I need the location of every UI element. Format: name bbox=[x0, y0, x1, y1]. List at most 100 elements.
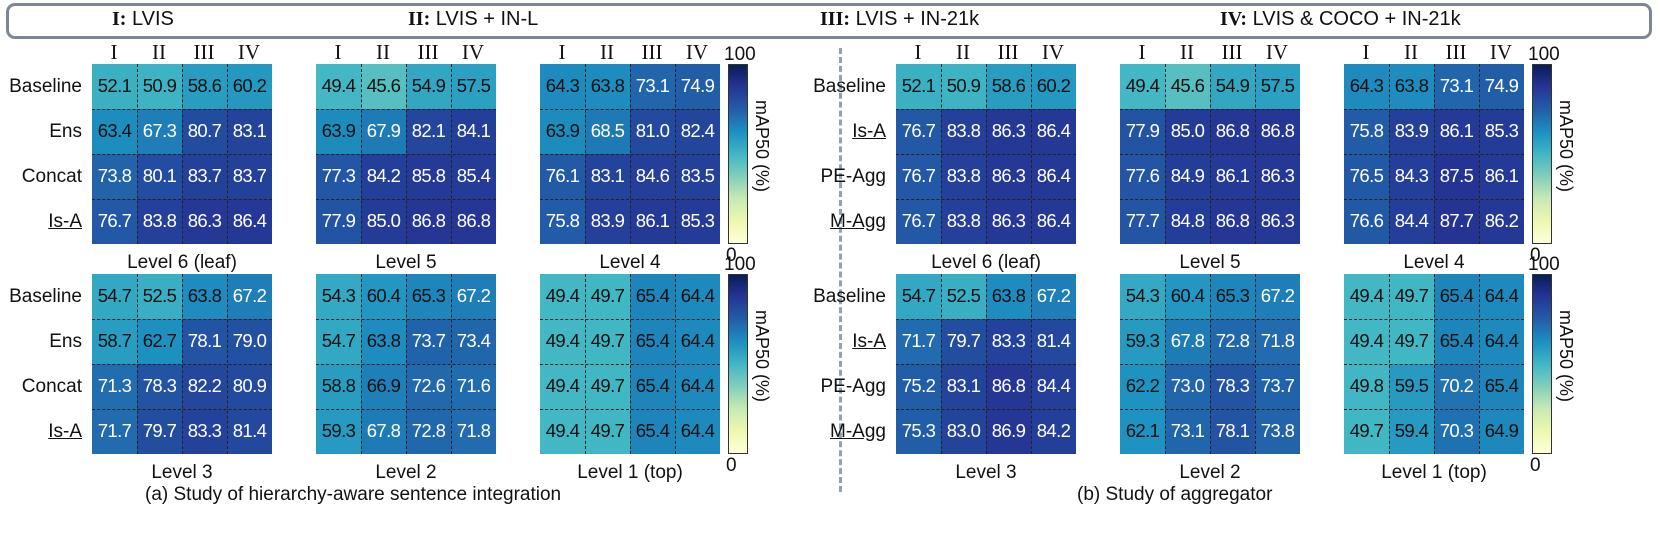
heatmap-cell: 86.8 bbox=[1210, 199, 1255, 244]
heatmap-cell: 63.9 bbox=[316, 109, 361, 154]
heatmap-cell: 70.3 bbox=[1434, 409, 1479, 454]
column-header: I bbox=[1362, 40, 1370, 64]
heatmap-cell: 81.4 bbox=[227, 409, 272, 454]
heatmap-cell: 87.5 bbox=[1434, 154, 1479, 199]
heatmap-cell: 78.1 bbox=[182, 319, 227, 364]
heatmap-cell: 68.5 bbox=[585, 109, 630, 154]
heatmap-cell: 73.4 bbox=[451, 319, 496, 364]
heatmap-cell: 85.0 bbox=[361, 199, 406, 244]
heatmap-cell: 70.2 bbox=[1434, 364, 1479, 409]
column-header: IV bbox=[237, 40, 261, 64]
heatmap-cell: 83.7 bbox=[227, 154, 272, 199]
heatmap-cell: 65.4 bbox=[630, 319, 675, 364]
heatmap-cell: 45.6 bbox=[361, 64, 406, 109]
heatmap-cell: 83.1 bbox=[941, 364, 986, 409]
heatmap-cell: 49.7 bbox=[1389, 319, 1434, 364]
heatmap-title: Level 5 bbox=[375, 252, 437, 273]
heatmap-cell: 86.8 bbox=[1210, 109, 1255, 154]
heatmap-cell: 83.9 bbox=[1389, 109, 1434, 154]
grid-line-horizontal bbox=[92, 319, 272, 320]
heatmap-cell: 65.3 bbox=[1210, 274, 1255, 319]
grid-line-horizontal bbox=[92, 154, 272, 155]
heatmap-cell: 78.3 bbox=[1210, 364, 1255, 409]
grid-line-horizontal bbox=[540, 319, 720, 320]
heatmap-cell: 71.7 bbox=[92, 409, 137, 454]
grid-line-horizontal bbox=[92, 109, 272, 110]
heatmap-cell: 49.4 bbox=[540, 364, 585, 409]
heatmap-cell: 49.8 bbox=[1344, 364, 1389, 409]
heatmap-cell: 64.9 bbox=[1479, 409, 1524, 454]
heatmap-cell: 54.3 bbox=[1120, 274, 1165, 319]
heatmap-cell: 81.0 bbox=[630, 109, 675, 154]
heatmap-cell: 73.8 bbox=[92, 154, 137, 199]
grid-line-horizontal bbox=[896, 109, 1076, 110]
heatmap-cell: 77.6 bbox=[1120, 154, 1165, 199]
heatmap-cell: 84.8 bbox=[1165, 199, 1210, 244]
heatmap-cell: 67.2 bbox=[1255, 274, 1300, 319]
heatmap-cell: 83.0 bbox=[941, 409, 986, 454]
heatmap-cell: 52.1 bbox=[92, 64, 137, 109]
heatmap-cell: 58.6 bbox=[182, 64, 227, 109]
heatmap-cell: 62.7 bbox=[137, 319, 182, 364]
heatmap-cell: 71.8 bbox=[451, 409, 496, 454]
heatmap-cell: 71.8 bbox=[1255, 319, 1300, 364]
heatmap-cell: 71.3 bbox=[92, 364, 137, 409]
heatmap-cell: 52.1 bbox=[896, 64, 941, 109]
heatmap-cell: 54.9 bbox=[406, 64, 451, 109]
row-label: Ens bbox=[49, 121, 82, 142]
heatmap-cell: 49.4 bbox=[540, 409, 585, 454]
row-label: M-Agg bbox=[830, 211, 886, 232]
heatmap-cell: 50.9 bbox=[941, 64, 986, 109]
colorbar bbox=[728, 274, 748, 454]
heatmap-cell: 83.1 bbox=[585, 154, 630, 199]
heatmap-title: Level 3 bbox=[955, 462, 1017, 483]
heatmap-cell: 72.8 bbox=[1210, 319, 1255, 364]
colorbar-max-label: 100 bbox=[1528, 254, 1560, 275]
heatmap-title: Level 2 bbox=[375, 462, 437, 483]
column-header: II bbox=[956, 40, 970, 64]
row-label: Is-A bbox=[48, 211, 82, 232]
column-header: I bbox=[1138, 40, 1146, 64]
heatmap-cell: 67.3 bbox=[137, 109, 182, 154]
heatmap-cell: 64.4 bbox=[1479, 274, 1524, 319]
heatmap-cell: 83.3 bbox=[182, 409, 227, 454]
row-label: Baseline bbox=[813, 286, 886, 307]
legend-item-2: II: LVIS + IN-L bbox=[408, 8, 539, 30]
caption-a: (a) Study of hierarchy-aware sentence in… bbox=[145, 484, 562, 505]
colorbar-label: mAP50 (%) bbox=[1556, 100, 1576, 193]
heatmap-title: Level 6 (leaf) bbox=[127, 252, 237, 273]
heatmap-cell: 60.4 bbox=[1165, 274, 1210, 319]
heatmap-cell: 71.7 bbox=[896, 319, 941, 364]
legend-item-3: III: LVIS + IN-21k bbox=[820, 8, 980, 30]
heatmap-cell: 57.5 bbox=[451, 64, 496, 109]
colorbar-max-label: 100 bbox=[724, 44, 756, 65]
heatmap-cell: 75.8 bbox=[1344, 109, 1389, 154]
grid-line-horizontal bbox=[316, 319, 496, 320]
heatmap-cell: 84.2 bbox=[1031, 409, 1076, 454]
heatmap-cell: 67.8 bbox=[1165, 319, 1210, 364]
column-header: III bbox=[641, 40, 663, 64]
heatmap-cell: 76.7 bbox=[92, 199, 137, 244]
heatmap-cell: 49.7 bbox=[585, 409, 630, 454]
row-label: Ens bbox=[49, 331, 82, 352]
heatmap-cell: 54.9 bbox=[1210, 64, 1255, 109]
heatmap-cell: 77.9 bbox=[316, 199, 361, 244]
heatmap-title: Level 6 (leaf) bbox=[931, 252, 1041, 273]
row-label: Is-A bbox=[852, 121, 886, 142]
heatmap-cell: 64.4 bbox=[675, 274, 720, 319]
heatmap-cell: 66.9 bbox=[361, 364, 406, 409]
colorbar-max-label: 100 bbox=[1528, 44, 1560, 65]
column-header: II bbox=[152, 40, 166, 64]
heatmap-cell: 79.0 bbox=[227, 319, 272, 364]
column-header: IV bbox=[685, 40, 709, 64]
heatmap-cell: 86.9 bbox=[986, 409, 1031, 454]
column-header: II bbox=[1404, 40, 1418, 64]
column-header: II bbox=[600, 40, 614, 64]
heatmap-cell: 86.3 bbox=[1255, 199, 1300, 244]
heatmap-cell: 84.3 bbox=[1389, 154, 1434, 199]
heatmap-cell: 86.8 bbox=[451, 199, 496, 244]
heatmap-cell: 50.9 bbox=[137, 64, 182, 109]
heatmap-cell: 75.8 bbox=[540, 199, 585, 244]
heatmap-cell: 49.4 bbox=[540, 274, 585, 319]
heatmap-cell: 49.7 bbox=[1389, 274, 1434, 319]
